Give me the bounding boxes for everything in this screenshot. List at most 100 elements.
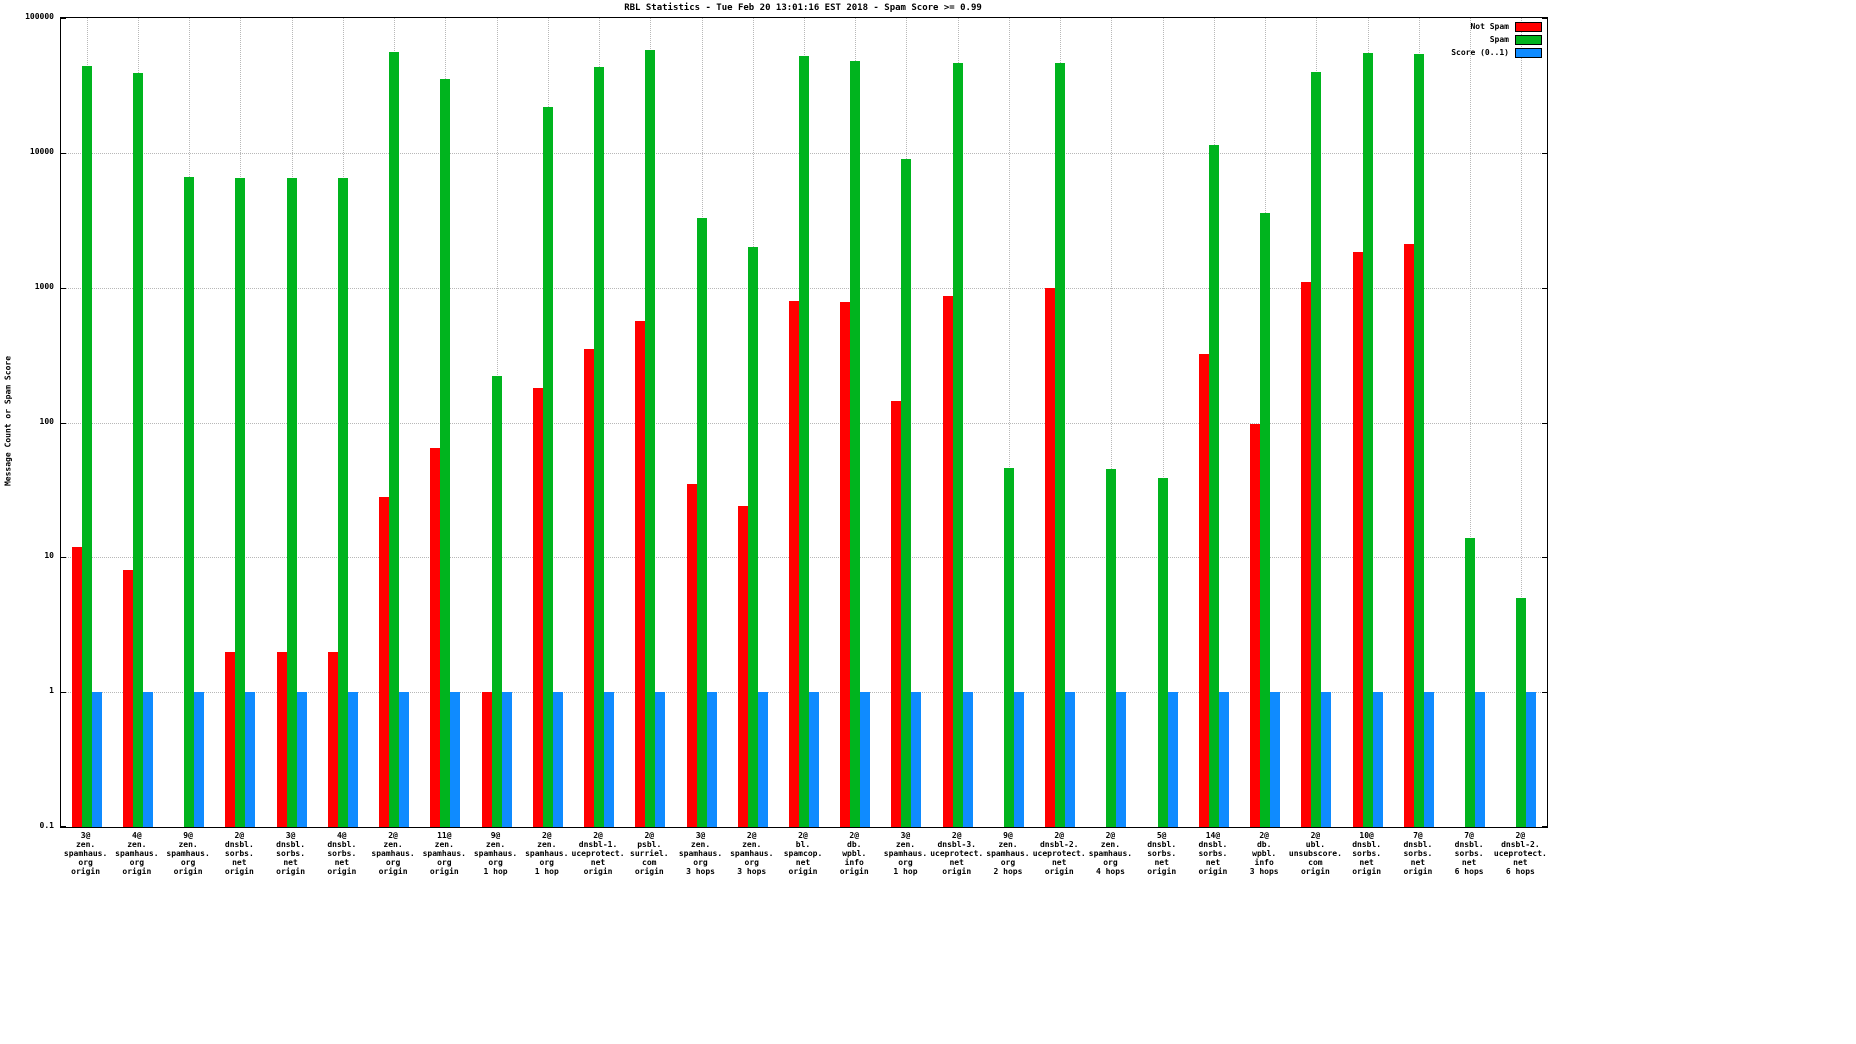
x-tick-label: 2@ zen. spamhaus. org 1 hop [525,831,569,876]
y-tickmark [61,287,66,289]
bar-spam [184,177,195,827]
bar-score-0-1 [1167,692,1178,827]
bar-not-spam [1403,244,1414,827]
bar-spam [1106,469,1117,827]
bar-spam [235,178,246,827]
y-tickmark [1542,826,1547,827]
bar-spam [952,63,963,827]
x-tick-label: 3@ zen. spamhaus. org origin [63,831,108,876]
bar-not-spam [379,497,390,827]
bar-score-0-1 [501,692,512,827]
bar-score-0-1 [245,692,256,827]
x-tick-label: 3@ zen. spamhaus. org 3 hops [678,831,723,876]
x-tick-label: 9@ zen. spamhaus. org 1 hop [473,831,518,876]
bar-not-spam [1352,251,1363,827]
x-tick-label: 2@ dnsbl-2. uceprotect. net origin [1032,831,1086,876]
x-tick-label: 2@ dnsbl-1. uceprotect. net origin [571,831,625,876]
bar-score-0-1 [552,692,563,827]
bar-score-0-1 [860,692,871,827]
bar-not-spam [532,388,543,827]
y-tick-label: 10000 [29,146,54,156]
bar-spam [1208,144,1219,827]
bar-not-spam [789,300,799,827]
bar-spam [696,217,707,827]
bar-spam [440,79,451,827]
x-tick-label: 2@ psbl. surriel. com origin [630,831,669,876]
bar-not-spam [891,400,902,827]
y-tick-label: 100000 [25,12,54,21]
bar-score-0-1 [1321,692,1332,827]
bar-not-spam [1301,282,1312,827]
v-gridline [1521,18,1523,827]
bar-score-0-1 [962,692,973,827]
x-tick-label: 2@ db. wpbl. info origin [839,831,869,876]
bar-score-0-1 [706,692,717,827]
bar-spam [491,376,502,827]
bar-score-0-1 [1065,692,1076,827]
x-tick-label: 2@ zen. spamhaus. org 3 hops [730,831,774,876]
bar-not-spam [481,692,492,827]
bar-spam [645,49,656,827]
bar-score-0-1 [399,692,410,827]
y-tickmark [1542,152,1547,154]
bar-not-spam [122,570,133,827]
bar-score-0-1 [1475,692,1486,827]
x-tick-label: 4@ zen. spamhaus. org origin [115,831,159,876]
x-tick-label: 2@ db. wpbl. info 3 hops [1249,831,1279,876]
bar-spam [132,73,143,827]
y-tickmark [1542,18,1547,19]
bar-not-spam [942,295,953,827]
v-gridline [1111,18,1113,827]
x-tick-label: 7@ dnsbl. sorbs. net origin [1403,831,1433,876]
bar-not-spam [584,349,595,827]
bar-spam [1465,537,1476,827]
bar-not-spam [686,483,697,827]
bar-score-0-1 [655,692,666,827]
y-tick-label: 100 [39,416,54,426]
bar-not-spam [1198,354,1209,827]
legend-swatch [1515,34,1542,45]
plot-area [60,17,1548,828]
bar-score-0-1 [1218,692,1229,827]
x-tick-label: 2@ dnsbl-2. uceprotect. net 6 hops [1493,831,1547,876]
bar-spam [594,67,605,827]
chart-title: RBL Statistics - Tue Feb 20 13:01:16 EST… [624,3,982,13]
legend-label: Score (0..1) [1451,48,1509,57]
bar-score-0-1 [757,692,768,827]
bar-spam [81,66,92,827]
bar-score-0-1 [91,692,102,827]
x-tick-label: 2@ zen. spamhaus. org origin [371,831,415,876]
y-tick-label: 10 [44,551,54,561]
bar-score-0-1 [1116,692,1127,827]
y-tickmark [1542,287,1547,289]
bar-score-0-1 [604,692,615,827]
bar-score-0-1 [142,692,153,827]
bar-not-spam [327,651,338,827]
y-tickmark [61,152,66,154]
legend-label: Spam [1489,35,1509,44]
y-tick-label: 1 [49,686,54,696]
bar-spam [1055,63,1066,827]
legend-row: Spam [1451,33,1542,46]
bar-spam [1003,467,1014,827]
bar-score-0-1 [1013,692,1024,827]
bar-score-0-1 [1423,692,1434,827]
bar-not-spam [225,651,236,827]
bar-spam [337,178,348,827]
bar-spam [286,178,297,827]
bar-spam [1362,53,1373,827]
bar-not-spam [430,447,441,827]
bar-score-0-1 [1270,692,1281,827]
bar-spam [1311,71,1322,827]
x-tick-label: 11@ zen. spamhaus. org origin [422,831,466,876]
x-tick-label: 4@ dnsbl. sorbs. net origin [327,831,357,876]
x-tick-label: 2@ ubl. unsubscore. com origin [1288,831,1342,876]
y-tickmark [61,826,66,827]
x-tick-label: 2@ dnsbl. sorbs. net origin [224,831,254,876]
bar-score-0-1 [296,692,307,827]
legend-swatch [1515,21,1542,32]
bar-score-0-1 [1526,692,1537,827]
x-tick-label: 2@ zen. spamhaus. org 4 hops [1088,831,1133,876]
y-tickmark [1542,692,1547,694]
